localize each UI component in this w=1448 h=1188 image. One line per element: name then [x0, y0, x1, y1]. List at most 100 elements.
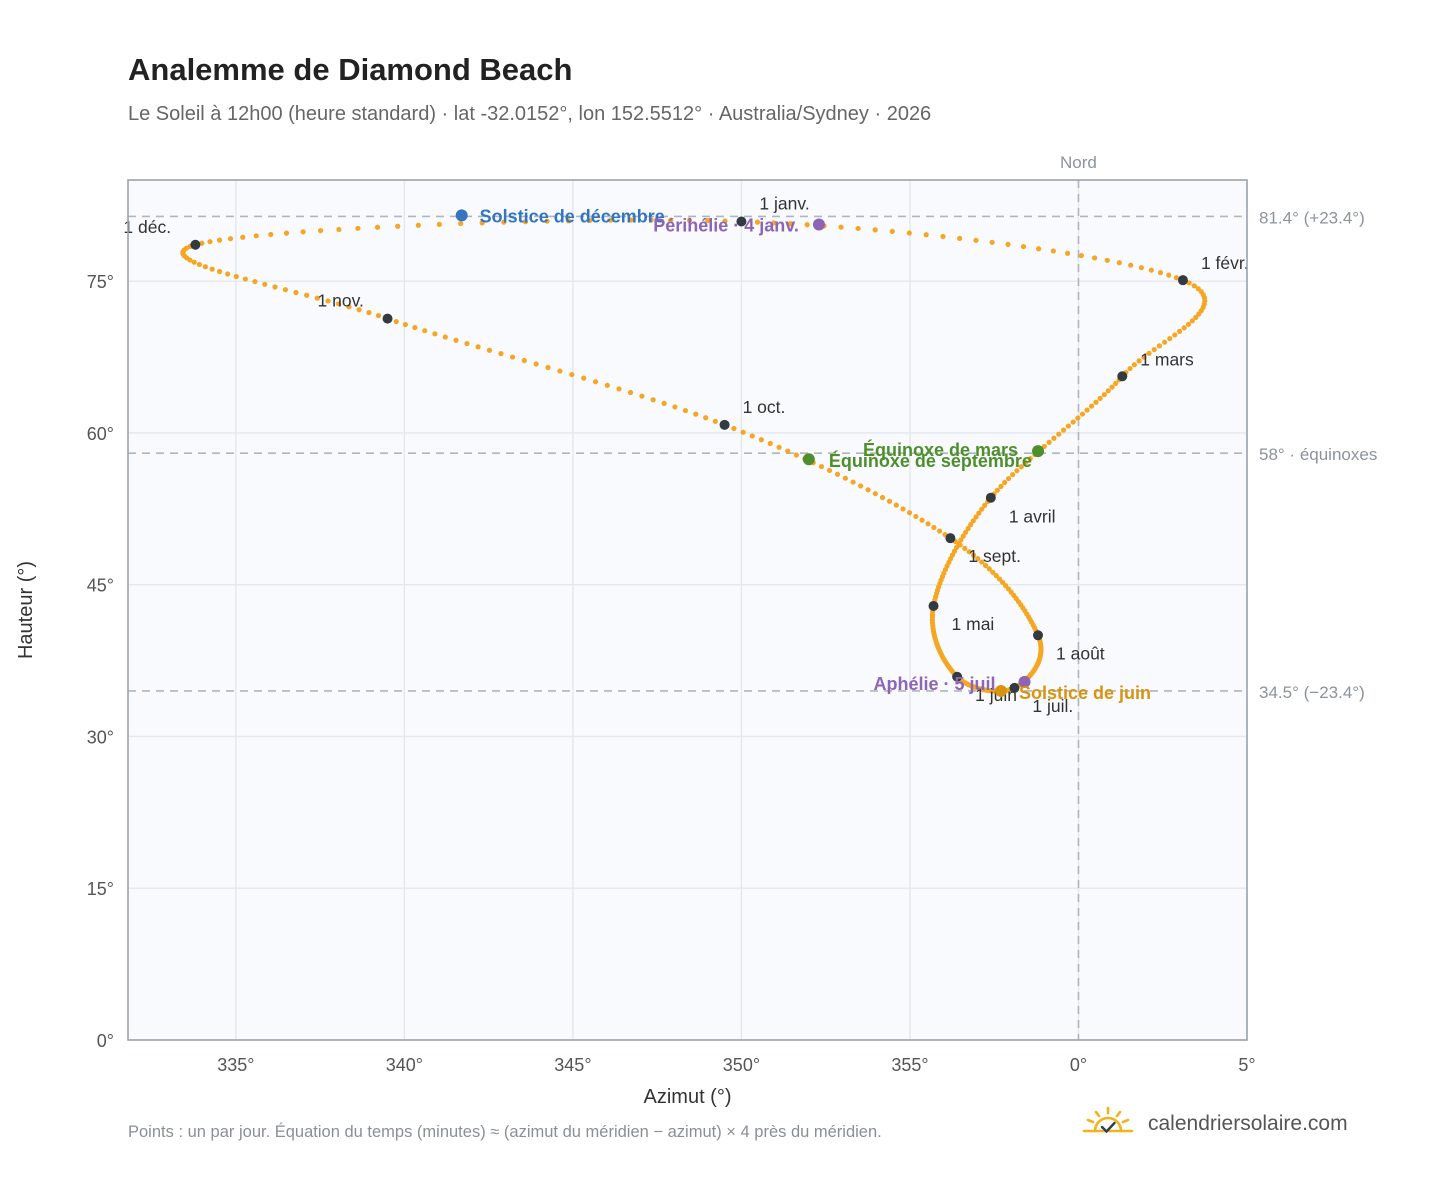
analemma-day-point [498, 351, 504, 357]
analemma-day-point [522, 219, 529, 225]
analemma-day-point [1146, 350, 1152, 356]
analemma-day-point [374, 224, 381, 230]
analemma-day-point [587, 217, 593, 224]
analemma-day-point [886, 498, 893, 504]
analemma-day-point [850, 479, 856, 485]
analemma-day-point [533, 361, 539, 367]
analemma-day-point [282, 287, 289, 293]
analemma-day-point [703, 415, 709, 421]
analemma-day-point [879, 494, 886, 501]
analemma-day-point [672, 404, 678, 410]
analemma-day-point [314, 295, 320, 301]
analemma-day-point [209, 266, 215, 272]
analemma-day-point [1050, 248, 1056, 254]
analemma-day-point [253, 233, 259, 239]
analemma-day-point [442, 334, 448, 340]
analemma-day-point [975, 556, 981, 562]
analemma-day-point [1056, 431, 1062, 437]
analemma-day-point [300, 229, 306, 235]
north-label: Nord [1060, 153, 1097, 172]
analemma-day-point [834, 471, 841, 477]
analemma-day-point [668, 217, 674, 223]
month-start-point [736, 216, 747, 227]
analemma-day-point [207, 239, 213, 245]
month-start-label: 1 mars [1140, 349, 1194, 369]
analemma-day-point [960, 533, 966, 539]
analemma-day-point [402, 321, 408, 328]
x-tick-label: 350° [723, 1055, 760, 1075]
analemma-day-point [412, 324, 418, 331]
event-point [812, 218, 825, 231]
analemma-day-point [957, 235, 963, 241]
plot-frame [127, 179, 1248, 1041]
analemma-day-point [592, 379, 599, 385]
analemma-day-point [366, 310, 372, 316]
analemma-day-point [976, 510, 982, 516]
y-tick-label: 45° [87, 576, 114, 596]
analemma-day-point [1051, 435, 1057, 441]
analemma-day-point [1128, 262, 1134, 268]
month-start-point [952, 671, 963, 682]
analemma-day-point [436, 221, 442, 228]
analemma-day-point [283, 230, 290, 236]
event-label: Solstice de décembre [480, 206, 665, 226]
month-start-label: 1 févr. [1201, 253, 1249, 273]
x-axis-title: Azimut (°) [644, 1086, 732, 1108]
analemma-day-point [1166, 272, 1172, 278]
analemma-day-point [1167, 335, 1173, 342]
analemma-day-point [973, 237, 979, 243]
month-start-label: 1 déc. [123, 217, 171, 237]
analemma-day-point [1005, 241, 1011, 248]
event-point [1032, 445, 1045, 458]
analemma-day-point [415, 222, 421, 228]
analemma-day-point [1002, 583, 1009, 589]
x-tick-label: 0° [1070, 1055, 1087, 1075]
analemma-day-point [432, 331, 438, 337]
analemma-day-point [858, 483, 864, 489]
analemma-day-point [722, 218, 728, 224]
analemma-day-point [268, 231, 274, 238]
analemma-day-point [262, 281, 268, 287]
analemma-day-point [1191, 283, 1197, 289]
analemma-day-point [1181, 325, 1187, 331]
y-axis-ticks: 0° 15° 30° 45° 60° 75° [87, 272, 114, 1051]
analemma-day-point [325, 298, 331, 304]
analemma-day-point [986, 566, 992, 572]
event-label: Solstice de juin [1019, 683, 1151, 703]
x-tick-label: 5° [1238, 1055, 1255, 1075]
analemma-day-point [233, 273, 239, 280]
analemma-day-point [767, 440, 773, 447]
analemma-day-point [906, 510, 913, 516]
analemma-day-point [1138, 265, 1144, 271]
analemma-day-point [199, 240, 205, 246]
analemma-day-point [216, 268, 223, 275]
analemma-day-point [931, 524, 937, 531]
analemma-day-point [1075, 415, 1081, 421]
analemma-day-point [202, 264, 209, 270]
analemma-day-point [393, 318, 399, 325]
brand[interactable]: calendriersolaire.com [1082, 1104, 1348, 1144]
analemma-day-point [650, 397, 656, 403]
analemma-day-point [375, 313, 382, 319]
analemma-day-point [661, 400, 667, 406]
analemma-day-point [998, 483, 1004, 489]
analemma-day-point [1041, 443, 1047, 450]
analemma-day-point [993, 573, 999, 579]
analemma-day-point [712, 418, 718, 424]
y-tick-label: 60° [87, 424, 114, 444]
analemma-day-point [501, 219, 507, 225]
analemma-day-point [616, 386, 622, 392]
analemma-day-point [842, 475, 848, 481]
analemma-day-point [1070, 419, 1076, 425]
analemma-day-point [1093, 399, 1099, 405]
analemma-day-point [982, 502, 988, 508]
analemma-day-point [1156, 343, 1163, 349]
analemma-day-point [686, 217, 693, 223]
analemma-day-point [838, 224, 844, 230]
analemma-day-point [304, 292, 310, 298]
analemma-day-point [1078, 252, 1084, 259]
analemma-day-point [1131, 362, 1137, 368]
analemma-day-point [963, 529, 969, 535]
analemma-day-point [958, 537, 964, 543]
analemma-day-point [1127, 365, 1133, 372]
